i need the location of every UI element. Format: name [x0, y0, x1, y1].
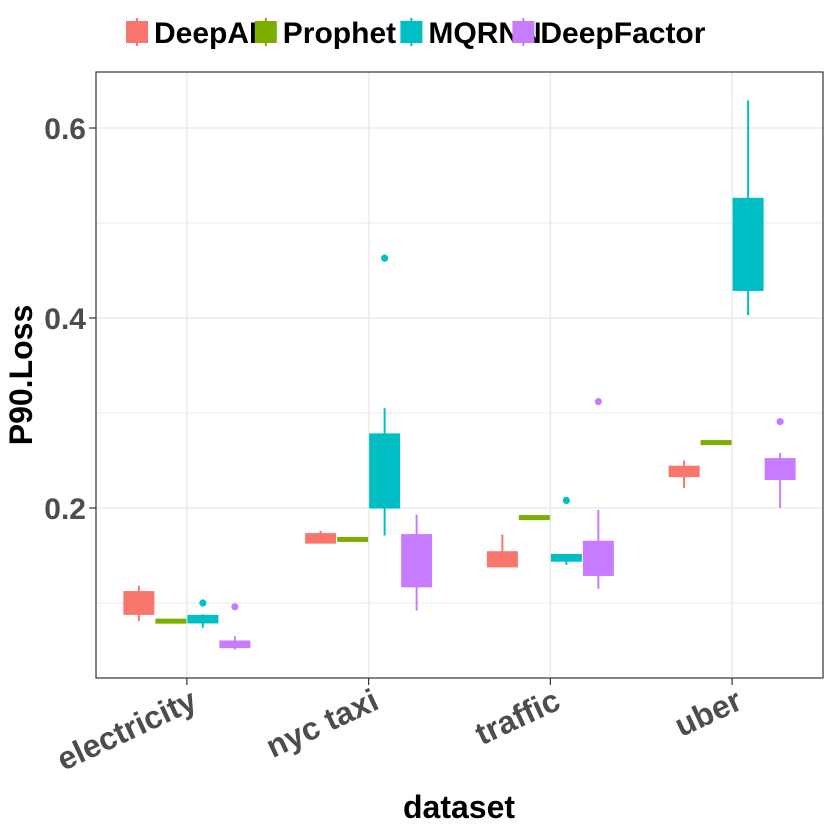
x-tick-label: electricity [51, 682, 202, 778]
box-deepfactor-electricity [219, 603, 251, 650]
box-body [369, 433, 401, 509]
box-prophet-traffic [518, 515, 550, 521]
box-prophet-electricity [155, 618, 187, 624]
box-body [486, 551, 518, 568]
box-body [123, 591, 155, 615]
box-deepfactor-uber [764, 417, 796, 508]
outlier-point [381, 254, 389, 262]
box-series [123, 100, 796, 650]
box-deepfactor-nyc-taxi [401, 514, 433, 611]
outlier-point [231, 603, 239, 611]
box-deepar-electricity [123, 585, 155, 622]
y-axis-title: P90.Loss [3, 305, 39, 446]
box-prophet-uber [700, 440, 732, 446]
box-body [518, 515, 550, 521]
box-body [155, 618, 187, 624]
box-body [582, 540, 614, 576]
box-mqrnn-electricity [187, 599, 219, 628]
x-axis: electricity nyc taxi traffic uber [51, 678, 747, 777]
box-deepar-traffic [486, 534, 518, 568]
x-tick-label: traffic [470, 682, 566, 752]
box-mqrnn-nyc-taxi [369, 254, 401, 536]
legend-label-prophet: Prophet [283, 17, 396, 50]
y-tick-label: 0.2 [44, 493, 86, 526]
x-tick-label: uber [669, 682, 747, 744]
outlier-point [594, 398, 602, 406]
box-body [337, 536, 369, 542]
outlier-point [776, 417, 784, 426]
box-mqrnn-uber [732, 100, 764, 316]
box-mqrnn-traffic [550, 496, 582, 565]
box-body [732, 197, 764, 291]
box-deepar-nyc-taxi [305, 530, 337, 544]
legend-label-deepfactor: DeepFactor [540, 17, 705, 50]
box-prophet-nyc-taxi [337, 536, 369, 542]
box-body [700, 440, 732, 446]
y-axis: 0.2 0.4 0.6 [44, 113, 96, 526]
y-tick-label: 0.4 [44, 303, 86, 336]
box-body [401, 534, 433, 588]
x-tick-label: nyc taxi [260, 682, 383, 765]
box-deepfactor-traffic [582, 398, 614, 589]
x-axis-title: dataset [403, 789, 515, 825]
plot-panel [95, 71, 824, 679]
box-deepar-uber [668, 460, 700, 489]
grid-lines [96, 72, 823, 678]
outlier-point [199, 599, 207, 607]
y-tick-label: 0.6 [44, 113, 86, 146]
legend-label-deepar: DeepAR [154, 17, 271, 50]
outlier-point [562, 496, 570, 504]
box-body [764, 458, 796, 481]
